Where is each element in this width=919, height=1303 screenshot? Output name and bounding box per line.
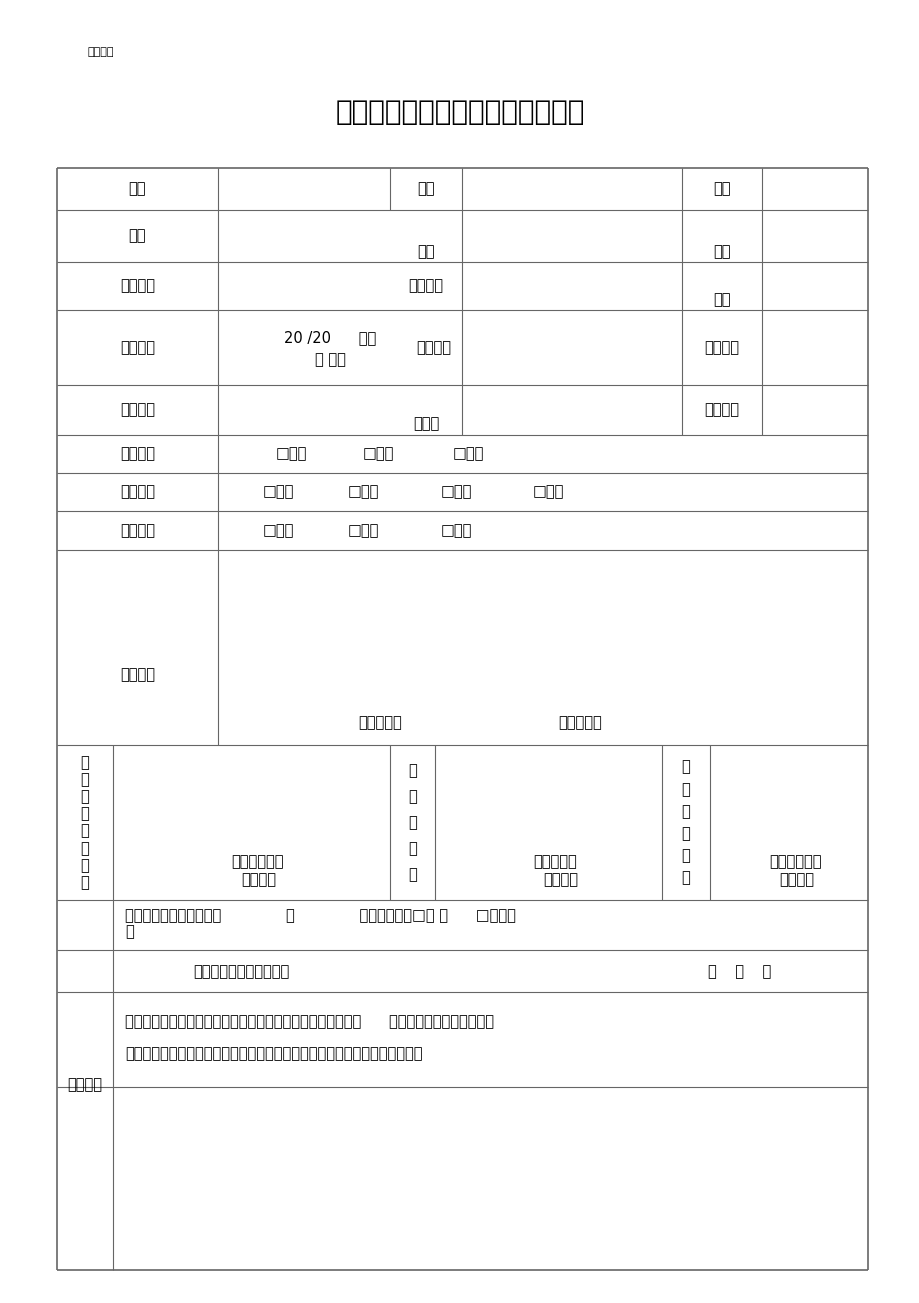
Text: 务: 务: [408, 790, 416, 804]
Text: 专业: 专业: [417, 181, 435, 197]
Text: 院: 院: [81, 840, 89, 856]
Text: 开课学院教学秘书签名：: 开课学院教学秘书签名：: [193, 964, 289, 980]
Text: 学: 学: [681, 804, 689, 818]
Text: □必修: □必修: [276, 447, 307, 461]
Text: 学: 学: [81, 823, 89, 839]
Text: 致，请任课教师填与《山西农业大学任课教师史正或补登学生成绩申请表》。: 致，请任课教师填与《山西农业大学任课教师史正或补登学生成绩申请表》。: [125, 1046, 422, 1062]
Text: 教: 教: [408, 764, 416, 778]
Text: 负责人签字: 负责人签字: [533, 855, 576, 869]
Text: 性别: 性别: [712, 245, 730, 259]
Text: 20 /20      学年: 20 /20 学年: [284, 330, 376, 345]
Text: 见: 见: [681, 870, 689, 885]
Text: □正考: □正考: [263, 485, 294, 499]
Text: 意: 意: [81, 859, 89, 873]
Text: 核查结果: 核查结果: [67, 1078, 102, 1092]
Text: 意: 意: [681, 848, 689, 863]
Text: 学: 学: [81, 754, 89, 770]
Text: （公章）: （公章）: [778, 873, 813, 887]
Text: □其他: □其他: [532, 485, 563, 499]
Text: 说明：开课学院须在收到申请后一周内由教学秘书返还此表，      如核查结果与所报成绩不一: 说明：开课学院须在收到申请后一周内由教学秘书返还此表， 如核查结果与所报成绩不一: [125, 1015, 494, 1029]
Text: 见: 见: [408, 866, 416, 882]
Text: □其他: □其他: [440, 523, 471, 538]
Text: 意: 意: [408, 840, 416, 856]
Text: 班级: 班级: [712, 181, 730, 197]
Text: 课程名称: 课程名称: [119, 279, 154, 293]
Text: 负责人签字：: 负责人签字：: [768, 855, 821, 869]
Text: □重修: □重修: [440, 485, 471, 499]
Text: （公章）: （公章）: [543, 873, 578, 887]
Text: 开: 开: [681, 760, 689, 775]
Text: 精品文档: 精品文档: [88, 47, 114, 57]
Text: 任课教师: 任课教师: [119, 403, 154, 417]
Text: 在: 在: [81, 807, 89, 821]
Text: 课程属性: 课程属性: [119, 447, 154, 461]
Text: （公章）: （公章）: [241, 873, 277, 887]
Text: 学分: 学分: [712, 292, 730, 308]
Text: 教师号: 教师号: [413, 417, 438, 431]
Text: □限选: □限选: [363, 447, 394, 461]
Text: □开卷: □开卷: [263, 523, 294, 538]
Text: 山西农业大学学生成绩复核申请表: 山西农业大学学生成绩复核申请表: [335, 98, 584, 126]
Text: 考试时间: 考试时间: [416, 340, 451, 354]
Text: 课程成绩: 课程成绩: [704, 403, 739, 417]
Text: 经核查，该学生成绩为：              分              与所报成绩：□一 ：      □不一致: 经核查，该学生成绩为： 分 与所报成绩：□一 ： □不一致: [125, 908, 516, 924]
Text: 课: 课: [681, 782, 689, 797]
Text: 第 学期: 第 学期: [314, 352, 345, 367]
Text: 考试形式: 考试形式: [119, 523, 154, 538]
Text: □闭卷: □闭卷: [347, 523, 379, 538]
Text: 姓名: 姓名: [417, 245, 435, 259]
Text: 考试学期: 考试学期: [119, 340, 154, 354]
Text: 年    月    日: 年 月 日: [708, 964, 770, 980]
Text: 见: 见: [81, 876, 89, 890]
Text: 课程编号: 课程编号: [408, 279, 443, 293]
Text: 处: 处: [408, 814, 416, 830]
Text: 学院: 学院: [129, 181, 146, 197]
Text: 联系电话：: 联系电话：: [558, 715, 601, 731]
Text: 致: 致: [125, 925, 133, 939]
Text: 学号: 学号: [129, 228, 146, 244]
Text: 个人签字：: 个人签字：: [357, 715, 402, 731]
Text: 负责人签字：: 负责人签字：: [232, 855, 284, 869]
Text: 考试地点: 考试地点: [704, 340, 739, 354]
Text: 院: 院: [681, 826, 689, 840]
Text: 所: 所: [81, 790, 89, 804]
Text: □补考: □补考: [347, 485, 379, 499]
Text: 考试类别: 考试类别: [119, 485, 154, 499]
Text: 申请理由: 申请理由: [119, 667, 154, 683]
Text: 生: 生: [81, 771, 89, 787]
Text: □任选: □任选: [452, 447, 483, 461]
